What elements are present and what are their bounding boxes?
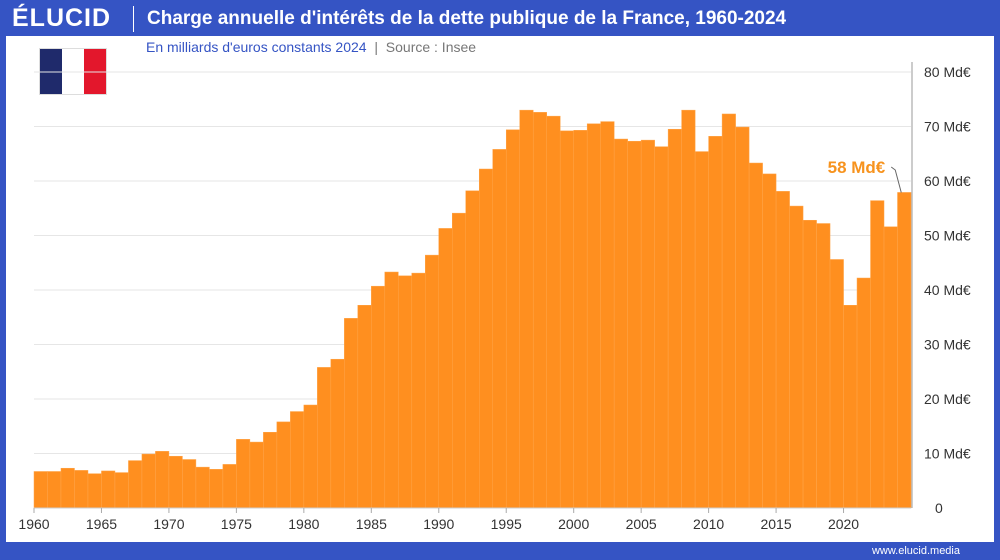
bar-1962 <box>60 467 75 509</box>
x-tick-label: 2010 <box>693 516 724 532</box>
bar-1992 <box>465 190 480 509</box>
bar-2003 <box>613 138 628 509</box>
bar-1975 <box>236 439 251 509</box>
bar-1989 <box>425 254 440 509</box>
footer-url[interactable]: www.elucid.media <box>871 545 960 557</box>
bar-1973 <box>209 469 224 509</box>
bar-2014 <box>762 173 777 509</box>
bar-1987 <box>398 275 413 509</box>
bar-1965 <box>101 470 116 509</box>
bar-1999 <box>559 130 574 509</box>
bar-2018 <box>816 223 831 509</box>
header-divider <box>133 6 134 32</box>
x-tick-label: 1970 <box>153 516 184 532</box>
bar-1964 <box>87 473 102 509</box>
annotation-leader <box>890 166 902 193</box>
bar-1969 <box>155 451 170 509</box>
bar-2016 <box>789 205 804 509</box>
bar-1986 <box>384 271 399 509</box>
elucid-logo: ÉLUCID <box>12 4 112 32</box>
bar-2006 <box>654 146 669 509</box>
bar-2019 <box>829 259 844 509</box>
bar-1996 <box>519 109 534 509</box>
bar-2009 <box>694 151 709 509</box>
x-tick-label: 2020 <box>828 516 859 532</box>
bar-1993 <box>478 168 493 509</box>
x-tick-label: 2015 <box>760 516 791 532</box>
bar-1972 <box>195 466 210 509</box>
bar-1967 <box>128 460 143 509</box>
y-tick-label: 10 Md€ <box>924 446 971 462</box>
y-tick-label: 40 Md€ <box>924 282 971 298</box>
bar-2024 <box>897 192 912 509</box>
bar-1981 <box>317 367 332 509</box>
x-tick-label: 2000 <box>558 516 589 532</box>
x-tick-label: 1990 <box>423 516 454 532</box>
bar-1983 <box>344 318 359 509</box>
bar-1997 <box>532 112 547 509</box>
bar-2007 <box>667 128 682 509</box>
bar-1960 <box>33 471 48 509</box>
bar-1991 <box>452 212 467 509</box>
y-tick-label: 70 Md€ <box>924 119 971 135</box>
bar-2008 <box>681 109 696 509</box>
bar-1961 <box>47 471 62 509</box>
bar-2001 <box>586 123 601 509</box>
bar-1977 <box>263 431 278 509</box>
subtitle-text: En milliards d'euros constants 2024 <box>146 39 367 55</box>
bar-1966 <box>114 472 129 509</box>
chart-subtitle: En milliards d'euros constants 2024 | So… <box>146 39 477 55</box>
chart-title: Charge annuelle d'intérêts de la dette p… <box>147 8 787 29</box>
bar-1971 <box>182 459 197 509</box>
bar-1979 <box>290 411 305 509</box>
bar-1963 <box>74 470 89 509</box>
bar-2013 <box>748 162 763 509</box>
y-tick-label: 50 Md€ <box>924 228 971 244</box>
bar-2017 <box>802 219 817 509</box>
x-tick-label: 2005 <box>626 516 657 532</box>
bar-1995 <box>505 129 520 509</box>
x-tick-label: 1995 <box>491 516 522 532</box>
annotation-label: 58 Md€ <box>828 158 886 177</box>
bar-1970 <box>168 455 183 509</box>
x-tick-label: 1965 <box>86 516 117 532</box>
source-text: Source : Insee <box>385 39 477 55</box>
bar-2015 <box>775 191 790 509</box>
bar-1974 <box>222 464 237 509</box>
y-tick-label: 20 Md€ <box>924 391 971 407</box>
bar-2005 <box>640 139 655 509</box>
bar-1978 <box>276 421 291 509</box>
bar-1998 <box>546 115 561 509</box>
bar-2010 <box>708 136 723 509</box>
bar-2002 <box>600 121 615 509</box>
bar-2000 <box>573 130 588 509</box>
bar-2022 <box>870 200 885 509</box>
y-tick-label: 80 Md€ <box>924 64 971 80</box>
bar-2020 <box>843 305 858 509</box>
x-tick-label: 1975 <box>221 516 252 532</box>
bar-2011 <box>721 113 736 509</box>
bar-1980 <box>303 404 318 509</box>
x-tick-label: 1985 <box>356 516 387 532</box>
bar-1982 <box>330 358 345 509</box>
y-tick-label: 60 Md€ <box>924 173 971 189</box>
bar-1984 <box>357 305 372 509</box>
bar-1994 <box>492 149 507 509</box>
bar-2012 <box>735 126 750 509</box>
y-tick-label: 0 <box>935 500 943 516</box>
bar-1990 <box>438 228 453 509</box>
x-tick-label: 1980 <box>288 516 319 532</box>
bar-2004 <box>627 140 642 509</box>
bar-1976 <box>249 441 264 509</box>
bar-1988 <box>411 272 426 509</box>
bar-1985 <box>371 285 386 509</box>
bar-1968 <box>141 453 156 509</box>
y-tick-label: 30 Md€ <box>924 337 971 353</box>
bar-2021 <box>856 277 871 509</box>
bar-2023 <box>883 226 898 509</box>
x-tick-label: 1960 <box>18 516 49 532</box>
